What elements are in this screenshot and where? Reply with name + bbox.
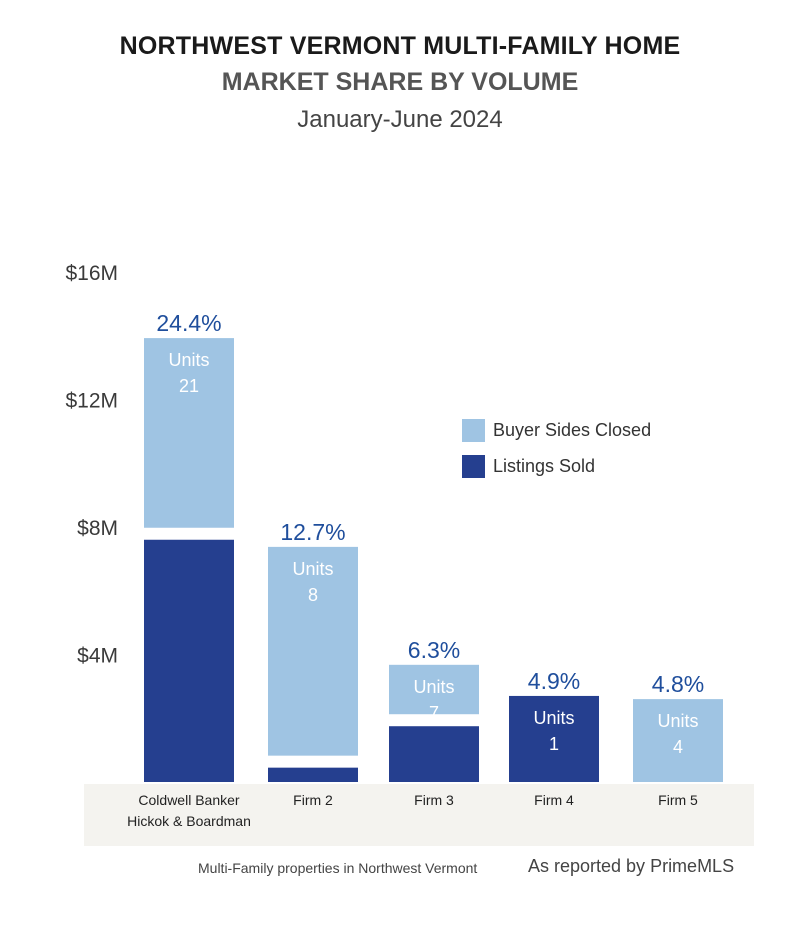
percent-label: 12.7% xyxy=(280,519,345,545)
units-value: 1 xyxy=(549,734,559,754)
y-tick-label: $8M xyxy=(77,517,118,540)
bar-buyer-sides-closed xyxy=(389,664,479,715)
legend: Buyer Sides Closed Listings Sold xyxy=(462,419,651,478)
bars xyxy=(144,338,723,782)
category-band xyxy=(84,784,754,846)
percent-label: 4.8% xyxy=(652,671,704,697)
bar-buyer-sides-closed xyxy=(633,699,723,782)
chart-subtitle: MARKET SHARE BY VOLUME xyxy=(221,68,579,96)
units-value: 8 xyxy=(308,585,318,605)
percent-label: 6.3% xyxy=(408,637,460,663)
units-label: Units xyxy=(657,711,698,731)
y-axis-ticks: $16M $12M $8M $4M xyxy=(65,262,118,668)
bar-buyer-sides-closed xyxy=(144,338,234,528)
y-tick-label: $16M xyxy=(65,262,118,285)
category-label: Firm 3 xyxy=(414,792,454,808)
y-tick-label: $12M xyxy=(65,390,118,413)
bar-buyer-sides-closed xyxy=(268,546,358,756)
bar-listings-sold xyxy=(389,726,479,782)
legend-label-listings: Listings Sold xyxy=(493,456,595,476)
units-label: Units xyxy=(168,350,209,370)
footer-note: Multi-Family properties in Northwest Ver… xyxy=(198,860,478,876)
bar-listings-sold xyxy=(268,767,358,782)
legend-label-buyer: Buyer Sides Closed xyxy=(493,420,651,440)
category-label: Hickok & Boardman xyxy=(127,813,251,829)
chart-title: NORTHWEST VERMONT MULTI-FAMILY HOME xyxy=(119,32,681,60)
units-label: Units xyxy=(413,677,454,697)
units-value: 21 xyxy=(179,376,199,396)
units-value: 7 xyxy=(429,703,439,723)
footer-source: As reported by PrimeMLS xyxy=(528,856,735,876)
y-tick-label: $4M xyxy=(77,645,118,668)
bar-listings-sold xyxy=(144,539,234,782)
bar-labels: 24.4% Units 21 12.7% Units 8 6.3% Units 7 4.9% Uni… xyxy=(156,310,704,757)
category-labels: Coldwell Banker Hickok & Boardman Firm 2 Fi… xyxy=(127,792,698,829)
percent-label: 24.4% xyxy=(156,310,221,336)
bar-listings-sold xyxy=(509,695,599,782)
chart-period: January-June 2024 xyxy=(297,106,503,133)
category-label: Firm 2 xyxy=(293,792,333,808)
units-label: Units xyxy=(292,559,333,579)
units-label: Units xyxy=(533,708,574,728)
legend-swatch-listings xyxy=(462,455,485,478)
category-label: Firm 5 xyxy=(658,792,698,808)
category-label: Firm 4 xyxy=(534,792,574,808)
units-value: 4 xyxy=(673,737,683,757)
percent-label: 4.9% xyxy=(528,668,580,694)
category-label: Coldwell Banker xyxy=(138,792,239,808)
legend-swatch-buyer xyxy=(462,419,485,442)
